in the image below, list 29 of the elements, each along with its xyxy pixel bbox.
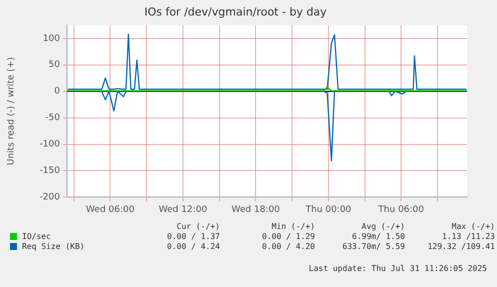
text: 6.99m/ 1.50: [351, 232, 405, 241]
y-tick-label: 0: [54, 86, 60, 97]
x-tick-label: Thu 00:00: [304, 204, 352, 215]
x-tick-label: Wed 18:00: [231, 204, 280, 215]
y-tick-label: 100: [42, 34, 60, 44]
legend-label: IO/sec: [22, 232, 51, 241]
text: 0.00 / 4.24: [166, 242, 220, 251]
text: 633.70m/ 5.59: [341, 242, 405, 251]
x-tick-label: Wed 12:00: [158, 204, 208, 215]
text: Last update: Thu Jul 31 11:26:05 2025: [308, 264, 487, 273]
text: Max (-/+): [450, 222, 495, 231]
text: 1.13 /11.23: [441, 232, 495, 241]
text: 0.00 / 4.20: [261, 242, 315, 251]
text: 129.32 /109.41: [426, 242, 495, 251]
chart-title: IOs for /dev/vgmain/root - by day: [144, 5, 328, 18]
y-tick-label: -150: [40, 166, 60, 176]
y-axis-title: Units read (-) / write (+): [6, 57, 17, 166]
text: Min (-/+): [270, 222, 315, 231]
y-tick-label: -100: [40, 140, 60, 150]
y-tick-label: 50: [48, 60, 60, 70]
text: Cur (-/+): [176, 222, 220, 231]
y-tick-label: -50: [45, 113, 60, 124]
text: 0.00 / 1.29: [261, 232, 315, 241]
x-tick-label: Thu 06:00: [377, 204, 424, 215]
y-tick-label: -200: [40, 192, 60, 203]
text: 0.00 / 1.37: [166, 232, 220, 241]
text: Avg (-/+): [360, 222, 405, 231]
x-tick-label: Wed 06:00: [86, 204, 135, 215]
legend-label: Req Size (KB): [22, 242, 85, 251]
